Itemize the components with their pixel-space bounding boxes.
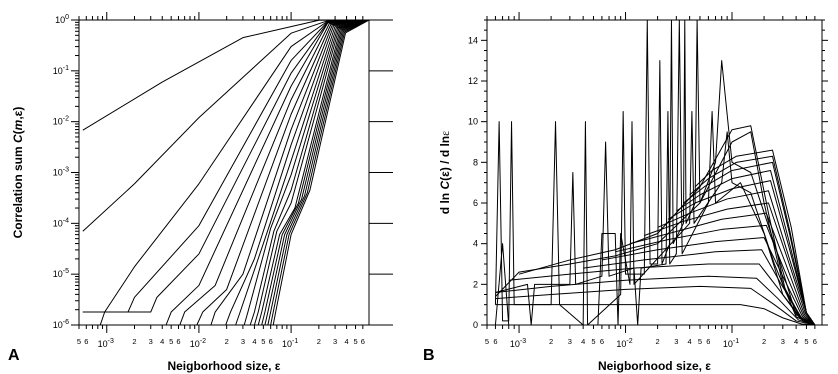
panel-a: 5 6 2 3 4 5 6 2 3 4 5 6 2 3 4 5 610-3 10-2 10-110-610-510-…	[8, 12, 393, 373]
panel-a-series-17	[264, 20, 369, 325]
panel-b-x-axis-label: Neigborhood size, ε	[598, 359, 711, 373]
panel-a-plot-frame	[78, 19, 370, 326]
panel-a-series-13	[249, 20, 369, 325]
panel-b-series-2	[495, 285, 815, 325]
panel-b-x-minor-label: 6	[600, 337, 604, 346]
panel-a-series-4	[82, 20, 369, 313]
panel-a-series-9	[210, 20, 369, 325]
panel-a-y-tick-label: 100	[55, 14, 69, 25]
panel-a-x-minor-label: 5	[169, 337, 173, 346]
panel-b-x-minor-label: 5	[485, 337, 489, 346]
panel-a-series-8	[196, 20, 369, 325]
panel-b-y-tick-label: 10	[468, 117, 478, 127]
panel-b-series-4	[508, 263, 816, 325]
panel-b-x-minor-label: 5	[591, 337, 595, 346]
panel-b-x-minor-label: 5	[698, 337, 702, 346]
panel-a-series-3	[82, 20, 369, 325]
panel-a-series-18	[267, 20, 369, 325]
panel-a-x-minor-label: 3	[241, 337, 245, 346]
panel-b-y-tick-label: 0	[473, 320, 478, 330]
panel-b-series-group	[494, 20, 816, 325]
panel-a-series-11	[235, 20, 369, 325]
panel-a-x-minor-label: 4	[252, 337, 256, 346]
panel-a-y-axis-label: Correlation sum C(m,ε)	[11, 107, 25, 239]
panel-a-x-tick-label: 10-3	[98, 338, 114, 349]
panel-a-x-minor-label: 5	[261, 337, 265, 346]
panel-b-x-minor-label: 3	[674, 337, 678, 346]
panel-a-label: A	[8, 347, 20, 364]
panel-a-x-minor-label: 6	[84, 337, 88, 346]
panel-a-series-14	[253, 20, 369, 325]
panel-b: 5 6 2 3 4 5 6 2 3 4 5 6 2 3 4 5 610-3 10-2 10-102468101214…	[423, 12, 828, 373]
panel-b-x-minor-label: 2	[762, 337, 766, 346]
panel-a-x-minor-label: 5	[353, 337, 357, 346]
panel-a-series-5	[82, 20, 369, 313]
panel-a-y-tick-label: 10-1	[53, 65, 69, 76]
panel-b-y-axis-label: d ln C(ε) / d lnε	[438, 131, 452, 214]
panel-a-series-15	[257, 20, 369, 325]
panel-b-series-17	[495, 20, 816, 325]
panel-b-y-tick-label: 8	[473, 157, 478, 167]
panel-a-y-tick-label: 10-2	[53, 116, 69, 127]
panel-b-x-minor-label: 6	[813, 337, 817, 346]
panel-b-x-minor-label: 4	[688, 337, 692, 346]
panel-a-x-minor-label: 4	[160, 337, 164, 346]
panel-a-x-axis-label: Neigborhood size, ε	[167, 359, 280, 373]
panel-a-x-minor-label: 3	[149, 337, 153, 346]
panel-a-x-minor-label: 4	[345, 337, 349, 346]
panel-b-x-minor-label: 3	[781, 337, 785, 346]
panel-a-series-20	[272, 20, 369, 325]
panel-b-series-18	[494, 111, 816, 325]
panel-b-y-tick-label: 4	[473, 239, 478, 249]
panel-a-series-7	[179, 20, 369, 325]
panel-b-y-tick-label: 12	[468, 76, 478, 86]
panel-b-series-19	[495, 131, 816, 325]
panel-b-series-3	[495, 275, 816, 325]
panel-a-y-tick-label: 10-4	[53, 217, 69, 228]
panel-b-x-minor-label: 6	[493, 337, 497, 346]
panel-b-y-tick-label: 2	[473, 279, 478, 289]
panel-a-x-tick-label: 10-1	[282, 338, 298, 349]
panel-a-x-minor-label: 2	[132, 337, 136, 346]
panel-a-y-tick-label: 10-3	[53, 167, 69, 178]
panel-a-x-minor-label: 2	[225, 337, 229, 346]
panel-a-series-16	[261, 20, 369, 325]
panel-a-x-minor-label: 6	[269, 337, 273, 346]
panel-a-y-tick-label: 10-5	[53, 268, 69, 279]
panel-a-x-minor-label: 6	[176, 337, 180, 346]
panel-b-series-1	[495, 304, 815, 325]
panel-a-x-minor-label: 5	[77, 337, 81, 346]
panel-b-x-tick-label: 10-1	[723, 338, 739, 349]
panel-a-y-tick-label: 10-6	[53, 319, 69, 330]
panel-b-label: B	[423, 347, 435, 364]
panel-b-y-tick-label: 14	[468, 35, 478, 45]
panel-b-y-tick-label: 6	[473, 198, 478, 208]
panel-a-x-minor-label: 2	[317, 337, 321, 346]
panel-b-x-minor-label: 2	[549, 337, 553, 346]
panel-a-series-6	[165, 20, 369, 325]
panel-b-x-minor-label: 6	[706, 337, 710, 346]
panel-b-series-20	[518, 125, 816, 325]
panel-b-x-tick-label: 10-3	[510, 338, 526, 349]
panel-b-x-minor-label: 5	[804, 337, 808, 346]
panel-a-series-19	[270, 20, 369, 325]
panel-b-series-16	[494, 20, 816, 325]
panel-b-x-tick-label: 10-2	[616, 338, 632, 349]
panel-b-x-minor-label: 4	[581, 337, 585, 346]
panel-b-series-7	[615, 224, 816, 325]
panel-b-x-minor-label: 4	[794, 337, 798, 346]
panel-a-x-minor-label: 6	[361, 337, 365, 346]
panel-a-series-10	[225, 20, 369, 325]
panel-a-series-group	[82, 20, 369, 325]
panel-a-x-tick-label: 10-2	[190, 338, 206, 349]
panel-b-x-minor-label: 3	[568, 337, 572, 346]
panel-b-x-minor-label: 2	[656, 337, 660, 346]
panel-a-series-2	[82, 20, 369, 232]
panel-a-x-minor-label: 3	[333, 337, 337, 346]
panel-a-series-12	[243, 20, 369, 325]
